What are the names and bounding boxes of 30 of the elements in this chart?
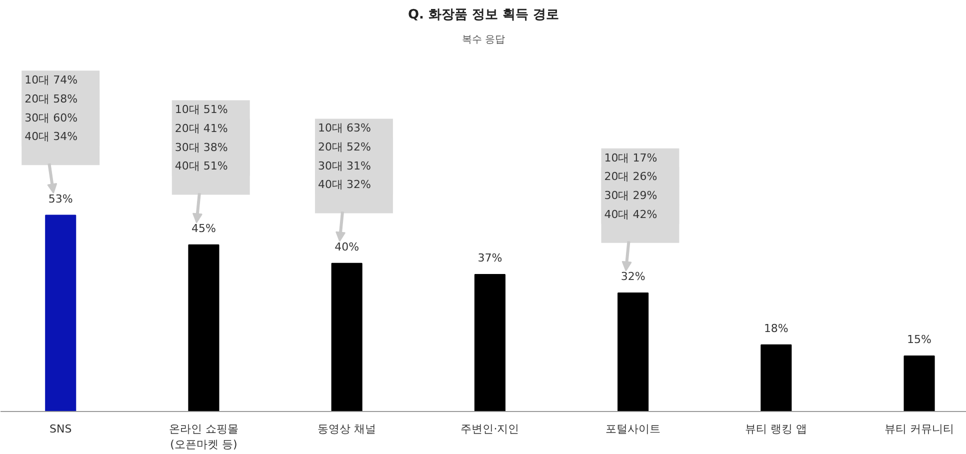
text: 30대 60% [24,111,78,124]
text: 20대 41% [174,122,228,136]
data-label: 37% [478,252,502,265]
x-tick-label: 포털사이트 [606,422,661,436]
text: 10대 63% [318,122,371,135]
x-tick-label: 뷰티 랭킹 앱 [745,422,808,436]
data-label: 53% [48,192,73,206]
text: 30대 38% [174,140,228,154]
text: 20대 58% [24,92,78,106]
text: 10대 51% [174,103,228,116]
text: 20대 52% [318,140,371,154]
x-tick-label: 동영상 채널 [318,422,376,436]
x-tick-label: 뷰티 커뮤니티 [884,422,954,436]
chart-title: Q. 화장품 정보 획득 경로 [408,8,560,22]
data-label: 45% [191,222,216,235]
data-label: 40% [334,240,360,254]
x-tick-label: 온라인 쇼핑몰 (오픈마켓 등) [168,422,238,452]
text: 40대 32% [318,178,371,192]
x-tick-label: 주변인·지인 [460,422,520,436]
text: 40대 34% [24,130,78,144]
chart-subtitle: 복수 응답 [462,34,506,46]
text: 10대 74% [24,74,78,87]
text: 30대 29% [604,189,658,202]
text: 30대 31% [318,159,371,172]
data-label: 32% [620,270,646,284]
text: 40대 51% [174,160,228,173]
x-tick-label: SNS [50,422,72,436]
annotation: 40대 42% [604,208,658,221]
data-label: 18% [764,322,788,335]
data-label: 15% [907,332,932,346]
